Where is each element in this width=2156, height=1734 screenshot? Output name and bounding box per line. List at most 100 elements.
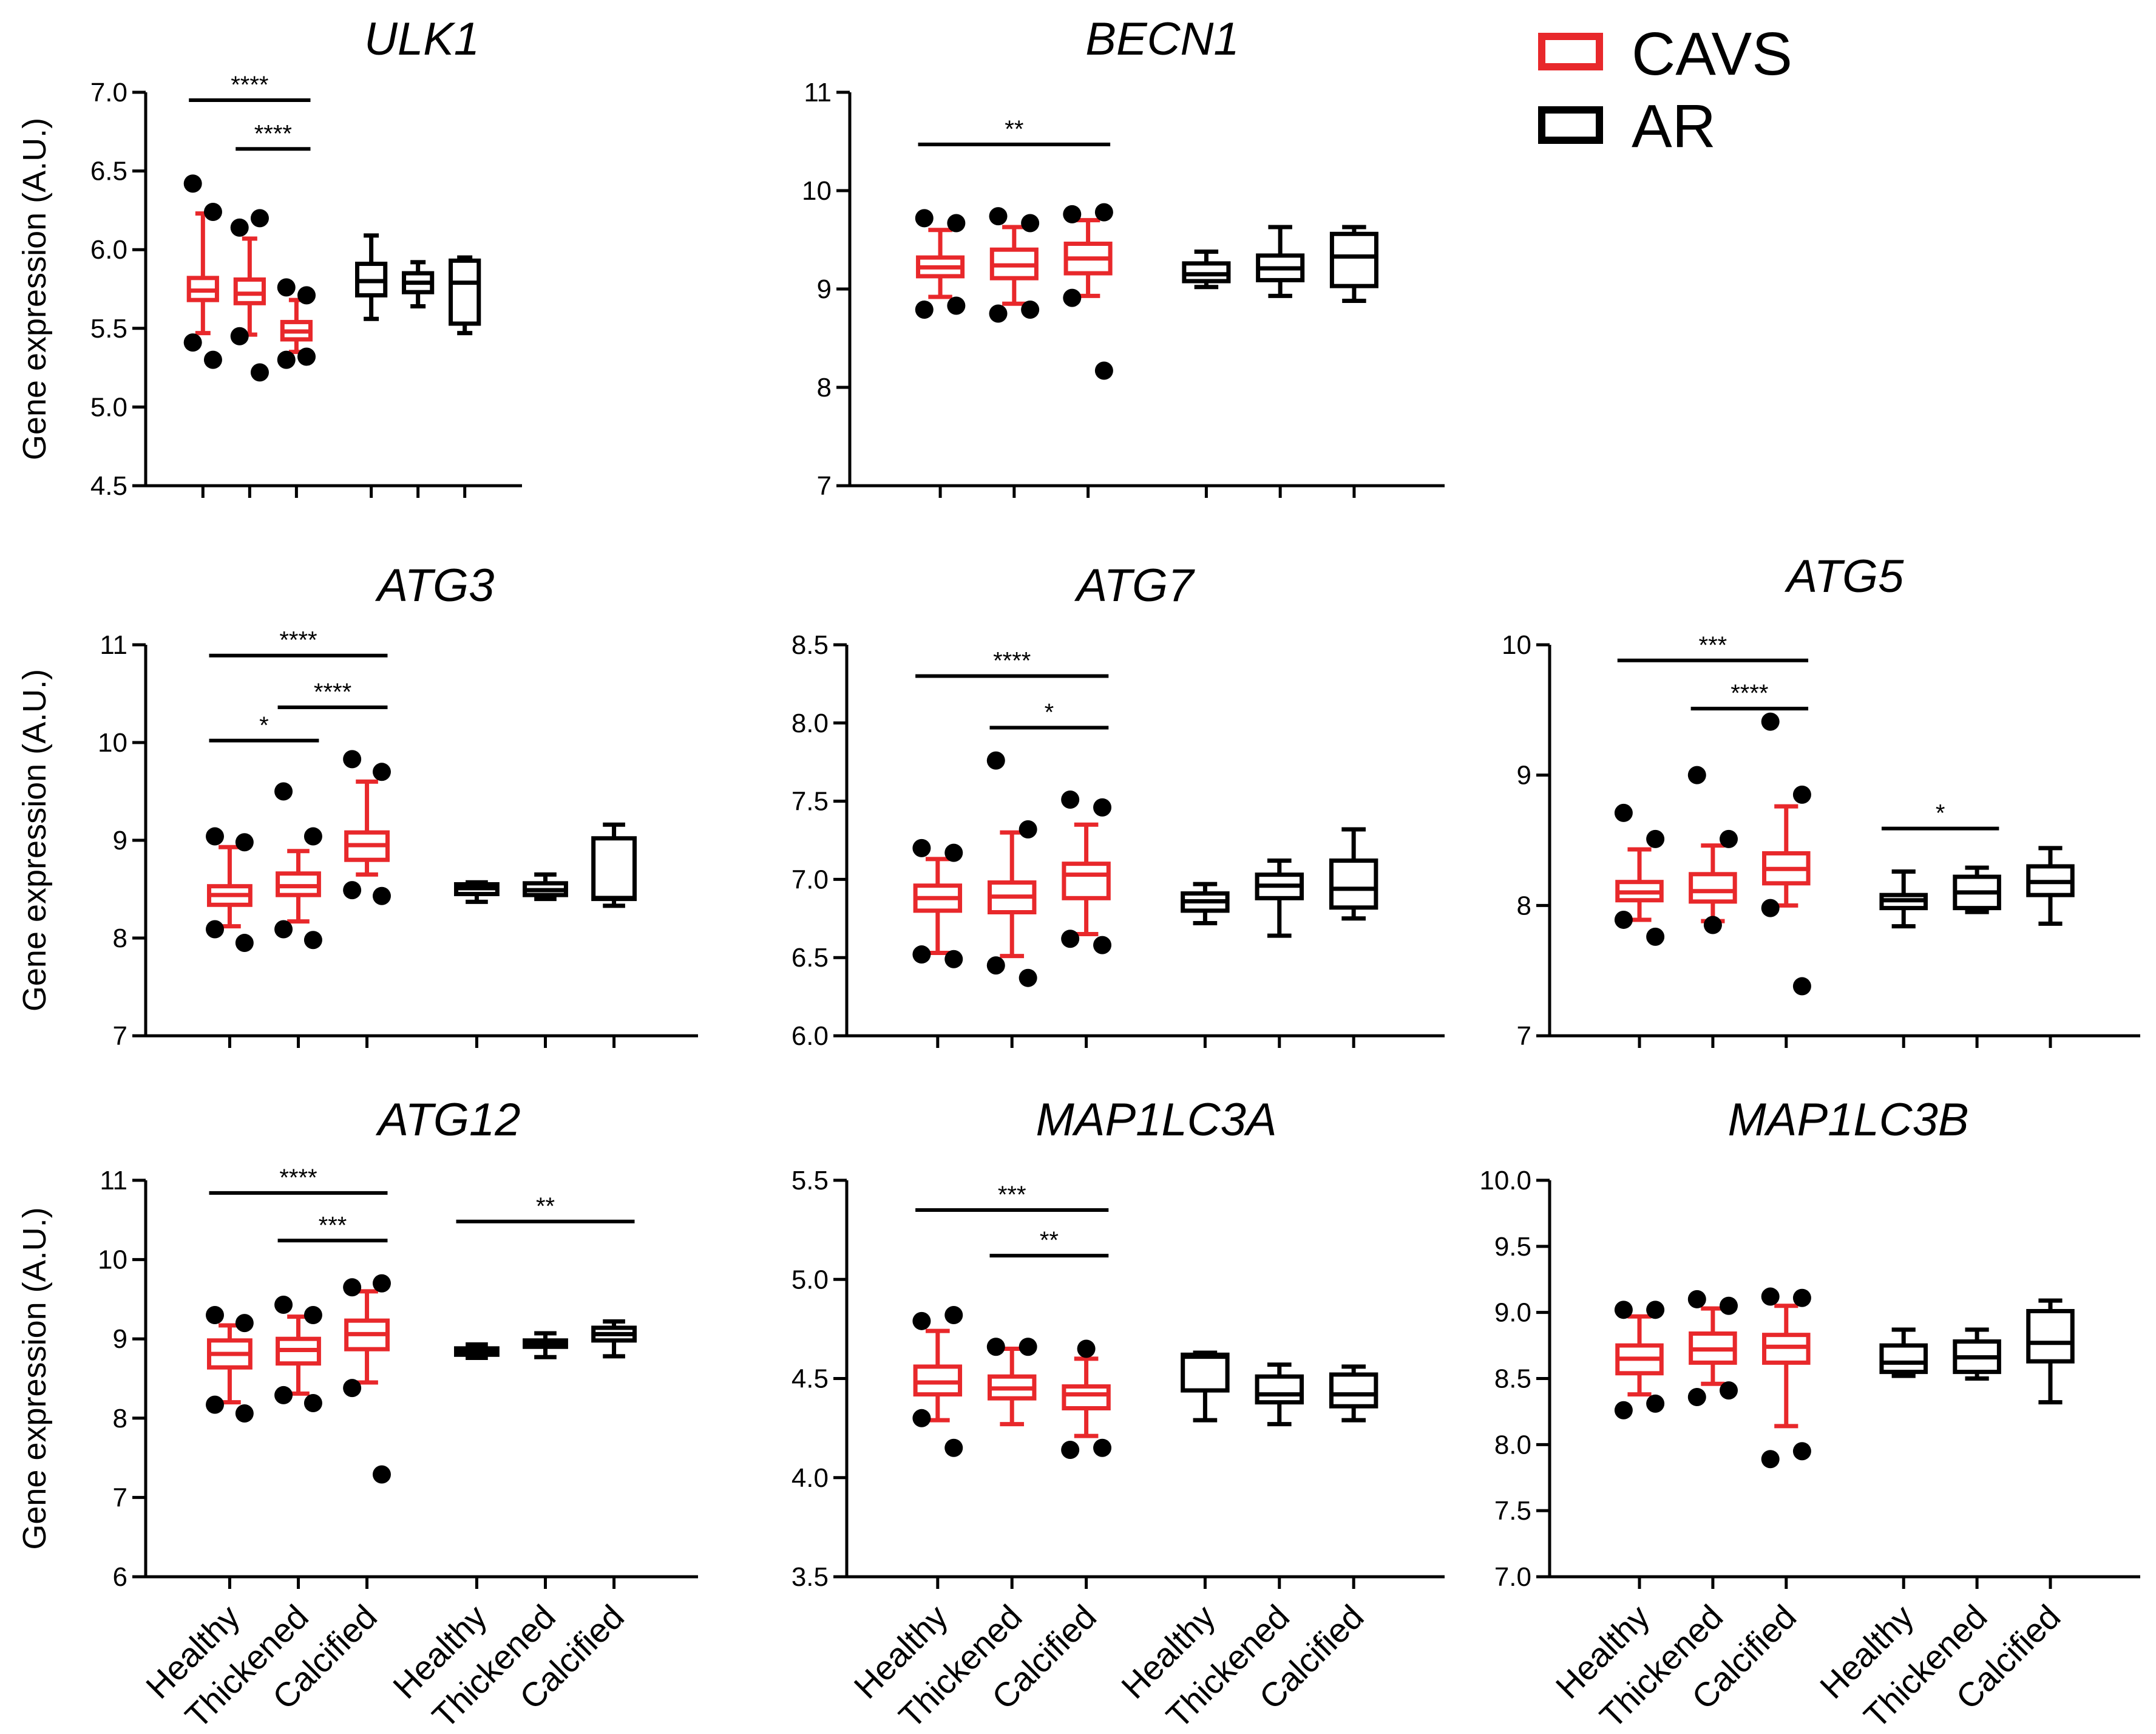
box-ar-calcified (2026, 1298, 2075, 1405)
outlier-point (1061, 1441, 1080, 1460)
outlier-point (235, 1404, 254, 1423)
y-tick-label: 11 (100, 1166, 127, 1195)
outlier-point (989, 304, 1008, 323)
outlier-point (277, 278, 296, 297)
box-ar-calcified (2026, 846, 2075, 926)
box-cavs-thickened (274, 1296, 322, 1412)
significance-label: **** (314, 679, 351, 706)
box-cavs-healthy (1614, 1300, 1665, 1420)
y-tick-label: 8.5 (792, 630, 829, 660)
box-iqr (1879, 1343, 1928, 1375)
outlier-point (1077, 1339, 1096, 1358)
y-tick-label: 8 (113, 923, 127, 953)
outlier-point (1720, 1296, 1738, 1315)
y-tick-label: 7 (113, 1021, 127, 1051)
box-ar-healthy (454, 880, 500, 904)
y-tick-label: 7.5 (792, 787, 829, 817)
y-tick-label: 6.0 (90, 235, 127, 265)
box-cavs-thickened (986, 751, 1037, 987)
outlier-point (206, 827, 225, 846)
significance-bar: *** (1617, 632, 1809, 662)
box-ar-thickened (402, 260, 435, 309)
box-cavs-thickened (989, 207, 1040, 323)
outlier-point (1792, 785, 1811, 804)
legend-cavs-label: CAVS (1632, 20, 1792, 88)
outlier-point (1646, 1300, 1665, 1319)
outlier-point (986, 956, 1005, 975)
significance-label: * (1045, 699, 1054, 726)
outlier-point (1687, 1290, 1706, 1308)
y-axis-label: Gene expression (A.U.) (16, 669, 53, 1011)
y-tick-label: 7 (113, 1483, 127, 1512)
outlier-point (1614, 1300, 1633, 1319)
box-ar-healthy (1879, 869, 1928, 929)
outlier-point (235, 833, 254, 852)
significance-bar: ** (456, 1193, 635, 1223)
outlier-point (203, 350, 222, 369)
outlier-point (912, 1409, 931, 1427)
outlier-point (912, 838, 931, 857)
outlier-point (230, 327, 249, 345)
outlier-point (989, 207, 1008, 226)
y-tick-label: 9.5 (1494, 1232, 1531, 1262)
outlier-point (1021, 301, 1040, 319)
significance-bar: **** (209, 627, 388, 658)
box-ar-thickened (1953, 1327, 2001, 1381)
significance-bar: **** (189, 72, 311, 102)
box-cavs-calcified (277, 278, 316, 369)
box-iqr (1689, 872, 1737, 904)
panel-title-ulk1: ULK1 (364, 13, 480, 65)
y-tick-label: 6.5 (792, 943, 829, 973)
outlier-point (297, 347, 316, 366)
outlier-point (986, 1338, 1005, 1356)
outlier-point (1720, 829, 1738, 848)
significance-label: ** (1040, 1227, 1059, 1254)
panel-title-atg3: ATG3 (375, 560, 495, 611)
significance-label: **** (279, 1164, 317, 1191)
outlier-point (372, 1465, 391, 1484)
box-cavs-healthy (1614, 803, 1665, 946)
y-tick-label: 5.0 (90, 392, 127, 422)
outlier-point (230, 218, 249, 237)
significance-bar: **** (1690, 680, 1809, 711)
outlier-point (1720, 1381, 1738, 1400)
box-ar-thickened (1953, 865, 2001, 914)
box-ar-thickened (1255, 858, 1304, 938)
outlier-point (1761, 899, 1780, 917)
outlier-point (1019, 968, 1037, 987)
outlier-point (912, 1311, 931, 1330)
y-tick-label: 9 (113, 1324, 127, 1354)
significance-label: * (259, 712, 269, 739)
box-ar-thickened (1255, 1362, 1304, 1427)
outlier-point (203, 202, 222, 221)
y-tick-label: 4.5 (792, 1364, 829, 1394)
y-tick-label: 11 (100, 630, 127, 660)
significance-label: **** (1731, 680, 1768, 707)
box-cavs-healthy (206, 827, 254, 953)
significance-bar: **** (915, 648, 1109, 678)
y-tick-label: 10 (802, 176, 832, 206)
box-ar-thickened (523, 872, 568, 902)
panel-title-becn1: BECN1 (1085, 13, 1239, 65)
outlier-point (1093, 936, 1112, 954)
outlier-point (343, 1379, 362, 1398)
panel-title-atg12: ATG12 (375, 1094, 520, 1146)
significance-bar: **** (236, 120, 311, 151)
outlier-point (1687, 766, 1706, 784)
box-ar-calcified (1329, 225, 1378, 303)
outlier-point (206, 1306, 225, 1325)
significance-label: *** (319, 1212, 347, 1239)
outlier-point (303, 1393, 322, 1412)
box-cavs-thickened (230, 209, 269, 382)
outlier-point (1019, 1338, 1037, 1356)
y-tick-label: 6 (113, 1562, 127, 1592)
y-tick-label: 6.5 (90, 157, 127, 186)
box-cavs-thickened (1687, 1290, 1738, 1406)
box-iqr (2026, 1308, 2075, 1364)
legend-ar-label: AR (1632, 92, 1716, 160)
outlier-point (206, 1395, 225, 1414)
box-iqr (233, 277, 266, 305)
outlier-point (944, 843, 963, 862)
